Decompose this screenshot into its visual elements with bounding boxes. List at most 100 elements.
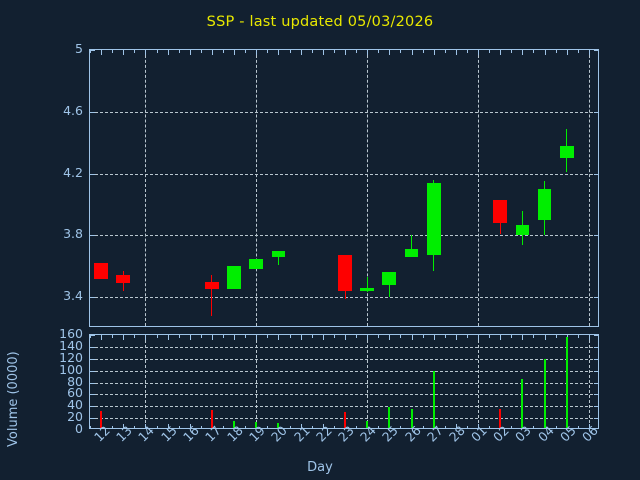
price-gridline-h <box>90 235 598 237</box>
price-tick-x-minor <box>577 50 579 53</box>
volume-gridline-v <box>588 335 590 428</box>
price-tick-x-minor <box>489 50 491 53</box>
volume-bar <box>565 336 568 428</box>
volume-tick <box>90 382 95 384</box>
price-gridline-h <box>90 297 598 299</box>
volume-tick-x <box>123 424 125 428</box>
price-tick-x-minor <box>422 50 424 53</box>
volume-gridline-h <box>90 394 598 396</box>
price-gridline-h <box>90 173 598 175</box>
volume-tick-x-minor-top <box>555 335 557 338</box>
candle-body <box>382 272 397 285</box>
price-tick-x <box>278 50 280 55</box>
volume-tick-x-top <box>123 335 125 340</box>
volume-tick <box>594 346 598 348</box>
candle-body <box>426 182 441 256</box>
volume-tick <box>90 335 95 336</box>
volume-tick-x-minor <box>378 426 380 428</box>
price-tick-x <box>389 50 391 55</box>
volume-tick <box>594 370 598 372</box>
volume-gridline-v <box>478 335 480 428</box>
volume-gridline-v <box>367 335 369 428</box>
price-tick <box>90 111 95 113</box>
volume-tick-x-minor <box>90 426 91 428</box>
price-tick-x <box>411 50 413 55</box>
candle-wick <box>211 275 213 316</box>
volume-tick <box>90 418 95 420</box>
price-tick-x <box>322 50 324 55</box>
volume-tick-x-minor <box>112 426 114 428</box>
volume-tick-x-top <box>167 335 169 340</box>
volume-tick-x-minor-top <box>444 335 446 338</box>
volume-tick-label: 120 <box>59 349 83 365</box>
volume-tick <box>594 406 598 408</box>
volume-tick-x-top <box>588 335 590 340</box>
price-tick <box>594 50 598 51</box>
volume-tick-x-minor-top <box>378 335 380 338</box>
volume-tick-x-minor-top <box>112 335 114 338</box>
volume-tick-x-minor-top <box>156 335 158 338</box>
price-tick-x <box>256 50 258 55</box>
volume-bar <box>521 378 524 428</box>
volume-gridline-h <box>90 406 598 408</box>
price-tick-x-minor <box>245 50 247 53</box>
candle-body <box>515 224 530 236</box>
price-tick-x <box>367 50 369 55</box>
price-tick <box>90 173 95 175</box>
price-tick-x <box>300 50 302 55</box>
volume-bar <box>410 409 413 428</box>
volume-tick-x-minor-top <box>489 335 491 338</box>
price-tick-x <box>211 50 213 55</box>
price-tick-x-minor <box>444 50 446 53</box>
price-plot-inner <box>90 50 598 326</box>
price-tick-x-minor <box>511 50 513 53</box>
candle-body <box>249 258 264 270</box>
volume-gridline-h <box>90 370 598 372</box>
price-tick-x <box>588 50 590 55</box>
price-tick-x-minor <box>200 50 202 53</box>
volume-tick-x-top <box>300 335 302 340</box>
volume-tick-x-minor <box>533 426 535 428</box>
volume-bar <box>499 408 502 428</box>
price-tick <box>90 50 95 51</box>
price-tick-x <box>189 50 191 55</box>
price-tick-x <box>101 50 103 55</box>
price-tick-x <box>522 50 524 55</box>
volume-tick-x-top <box>411 335 413 340</box>
candle-body <box>404 249 419 257</box>
volume-tick-x-minor-top <box>533 335 535 338</box>
volume-tick <box>90 406 95 408</box>
volume-tick-x-minor-top <box>333 335 335 338</box>
volume-tick-x-minor <box>511 426 513 428</box>
volume-tick-x-top <box>234 335 236 340</box>
price-tick-x-minor <box>555 50 557 53</box>
candle-body <box>559 145 574 159</box>
volume-gridline-h <box>90 358 598 360</box>
price-tick-x <box>167 50 169 55</box>
volume-bar <box>432 370 435 428</box>
volume-bar <box>388 407 391 428</box>
volume-tick-x-minor <box>289 426 291 428</box>
price-gridline-v <box>145 50 147 326</box>
price-tick-x <box>478 50 480 55</box>
volume-tick <box>90 358 95 360</box>
price-tick <box>594 235 598 237</box>
candle-wick <box>388 272 390 298</box>
price-tick-x-minor <box>134 50 136 53</box>
volume-tick-x <box>322 424 324 428</box>
price-gridline-h <box>90 111 598 113</box>
volume-tick-x <box>478 424 480 428</box>
candle-body <box>116 275 131 284</box>
volume-tick <box>594 418 598 420</box>
volume-tick-x-minor-top <box>400 335 402 338</box>
price-plot-area <box>89 49 599 327</box>
volume-bar <box>233 420 236 428</box>
volume-gridline-v <box>256 335 258 428</box>
volume-tick-x-minor-top <box>245 335 247 338</box>
price-tick-x <box>234 50 236 55</box>
volume-tick-x-minor-top <box>178 335 180 338</box>
price-tick-x <box>566 50 568 55</box>
volume-tick-x-minor-top <box>466 335 468 338</box>
price-tick-x-minor <box>333 50 335 53</box>
volume-bar <box>255 421 258 428</box>
